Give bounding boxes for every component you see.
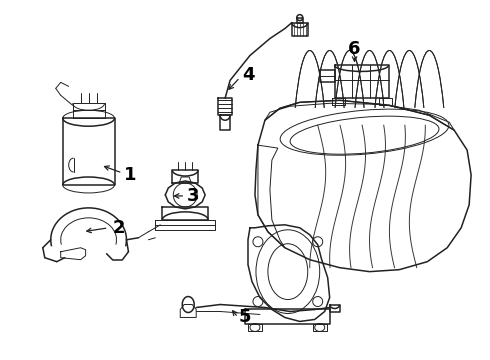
Text: 6: 6 — [348, 40, 361, 58]
Text: 3: 3 — [187, 187, 199, 205]
Text: 1: 1 — [124, 166, 137, 184]
Text: 2: 2 — [112, 219, 125, 237]
Text: 5: 5 — [239, 309, 251, 327]
Text: 4: 4 — [242, 66, 254, 84]
